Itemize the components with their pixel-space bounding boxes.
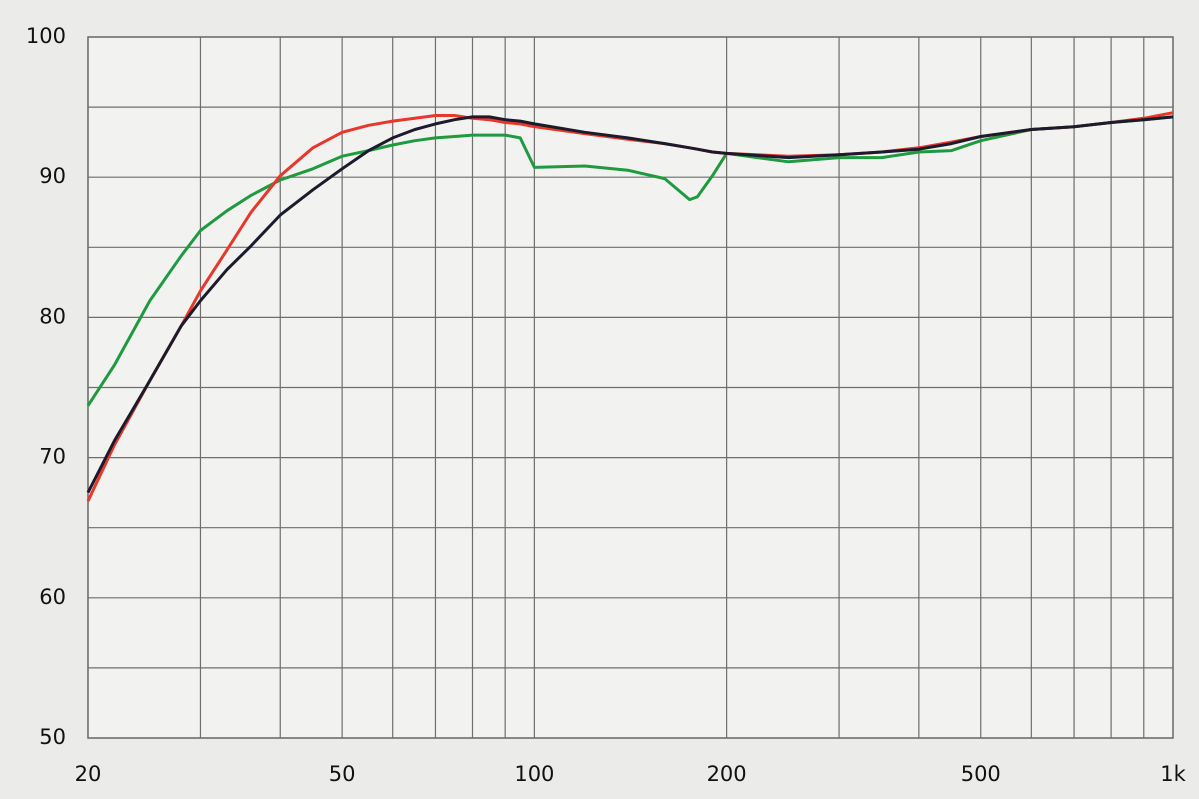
y-tick-label: 100	[26, 24, 66, 48]
y-tick-label: 90	[39, 164, 66, 188]
y-tick-label: 60	[39, 585, 66, 609]
y-tick-label: 70	[39, 445, 66, 469]
y-tick-label: 50	[39, 725, 66, 749]
y-tick-label: 80	[39, 304, 66, 328]
line-series	[86, 115, 1174, 407]
x-tick-label: 100	[514, 762, 554, 786]
x-tick-label: 200	[707, 762, 747, 786]
x-tick-label: 1k	[1160, 762, 1186, 786]
x-tick-label: 500	[961, 762, 1001, 786]
x-tick-label: 20	[75, 762, 102, 786]
x-tick-label: 50	[329, 762, 356, 786]
line-series	[86, 115, 1174, 494]
